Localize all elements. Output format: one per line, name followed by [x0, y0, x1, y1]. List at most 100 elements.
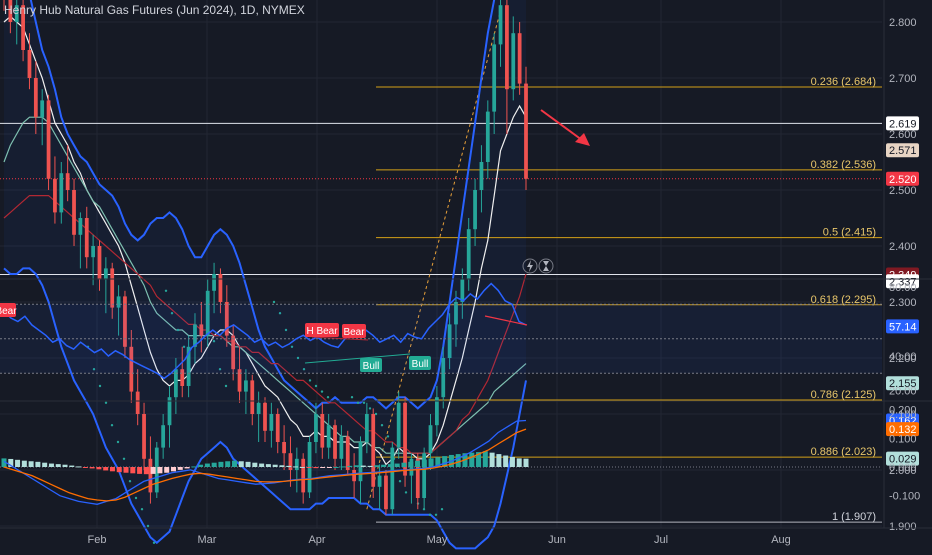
candle-body	[524, 83, 528, 179]
macd-histogram-bar	[48, 463, 54, 467]
macd-histogram-bar	[42, 462, 48, 467]
chart-title: Henry Hub Natural Gas Futures (Jun 2024)…	[4, 3, 305, 17]
fib-level-label: 0.236 (2.684)	[811, 76, 876, 88]
candle-body	[78, 218, 83, 235]
macd-histogram-bar	[177, 467, 183, 470]
macd-value-tag	[886, 422, 919, 437]
macd-histogram-bar	[340, 466, 346, 468]
divergence-label-box	[360, 358, 382, 372]
psar-dot	[122, 457, 126, 460]
macd-histogram-bar	[130, 467, 136, 474]
macd-histogram-bar	[225, 461, 231, 467]
macd-line-signal	[3, 428, 527, 502]
candle-body	[314, 414, 318, 442]
hourglass-icon-glyph	[543, 261, 549, 271]
psar-dot	[182, 345, 186, 348]
macd-histogram-bar	[299, 467, 305, 468]
psar-dot	[170, 312, 174, 315]
candle-body	[237, 369, 242, 392]
macd-histogram-bar	[313, 467, 319, 469]
price-tick-label: 1.900	[889, 521, 917, 533]
macd-value-label: 0.029	[889, 454, 917, 466]
divergence-label-text: H Bear	[0, 306, 17, 317]
candle-body	[263, 402, 267, 431]
macd-histogram-bar	[293, 466, 299, 468]
macd-histogram-bar	[231, 460, 237, 467]
psar-dot	[320, 390, 324, 393]
psar-dot	[164, 289, 168, 292]
psar-dot	[176, 328, 180, 332]
macd-histogram-bar	[89, 467, 95, 469]
psar-dot	[284, 328, 288, 332]
candle-body	[377, 475, 382, 487]
candle-body	[53, 178, 57, 213]
candle-body	[505, 5, 509, 90]
macd-histogram-bar	[489, 452, 495, 467]
macd-histogram-bar	[82, 467, 88, 468]
macd-histogram-bar	[360, 465, 366, 467]
candle-body	[415, 458, 420, 498]
lightning-icon-glyph	[527, 260, 533, 272]
psar-dot	[374, 412, 378, 416]
arrow-shaft	[540, 109, 583, 141]
macd-histogram-bar	[238, 461, 244, 467]
candle-body	[479, 162, 484, 190]
macd-histogram-bar	[252, 462, 258, 467]
hourglass-icon-ring	[538, 258, 554, 274]
divergence-label-box	[0, 303, 16, 317]
candle-body	[485, 111, 490, 162]
macd-histogram-bar	[469, 452, 475, 467]
candle-body	[21, 5, 25, 50]
price-tick-label: 2.700	[889, 73, 917, 85]
price-tick-label: 2.400	[889, 241, 917, 253]
psar-dot	[296, 356, 300, 360]
candle-body	[167, 397, 172, 426]
candle-body	[231, 335, 236, 370]
candle-body	[154, 447, 159, 493]
divergence-label-box	[409, 356, 431, 370]
price-tick-label: 2.600	[889, 129, 917, 141]
macd-histogram-bar	[35, 461, 41, 467]
macd-histogram-bar	[21, 460, 27, 467]
fib-level-label: 0.382 (2.536)	[811, 159, 876, 171]
candle-body	[40, 100, 45, 118]
x-tick-label: May	[427, 534, 448, 546]
candle-body	[14, 5, 19, 22]
psar-dot	[98, 384, 102, 388]
candle-body	[173, 369, 178, 398]
psar-dot	[362, 401, 366, 404]
candle-body	[244, 380, 248, 392]
x-tick-label: Jul	[654, 534, 668, 546]
candle-body	[91, 246, 96, 258]
candle-body	[511, 33, 516, 90]
price-tick-label: 2.100	[889, 409, 917, 421]
candle-body	[466, 229, 471, 280]
macd-histogram-bar	[265, 464, 271, 467]
psar-dot	[386, 435, 390, 438]
macd-histogram-bar	[476, 452, 482, 467]
psar-dot	[134, 496, 138, 500]
macd-histogram-bar	[8, 458, 14, 467]
psar-dot	[356, 401, 360, 404]
macd-histogram-bar	[381, 464, 387, 467]
macd-histogram-bar	[333, 467, 339, 468]
price-tag-label: 2.571	[889, 145, 917, 157]
rsi-value-tag	[886, 319, 919, 334]
x-tick-label: Apr	[308, 534, 325, 546]
candle-body	[161, 425, 166, 448]
candle-body	[97, 246, 102, 280]
candle-body	[403, 402, 407, 476]
candle-body	[352, 470, 357, 482]
psar-dot	[428, 513, 432, 516]
candle-body	[84, 218, 89, 258]
macd-histogram-bar	[62, 464, 68, 467]
candle-body	[447, 324, 452, 358]
candle-body	[59, 173, 64, 213]
psar-dot	[290, 345, 294, 348]
price-tick-label: 2.200	[889, 353, 917, 365]
macd-histogram-bar	[516, 458, 522, 467]
candle-body	[27, 50, 32, 78]
x-tick-label: Mar	[198, 534, 217, 546]
indicator-line-bb-upper	[29, 0, 496, 410]
